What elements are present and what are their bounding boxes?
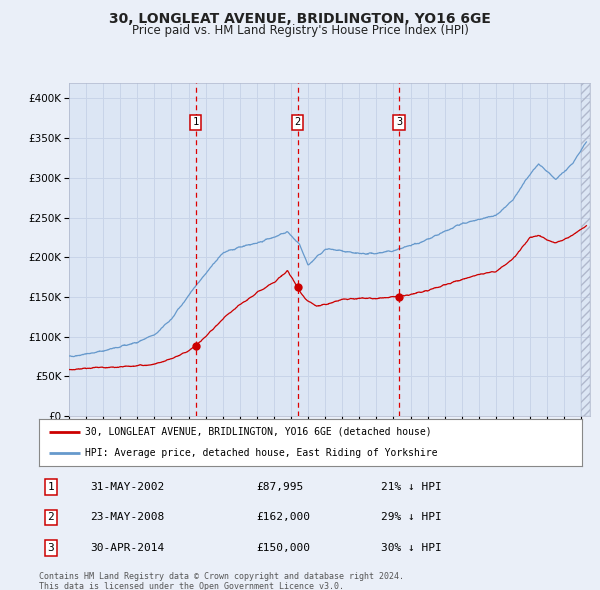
Text: 3: 3 [47, 543, 55, 553]
Text: This data is licensed under the Open Government Licence v3.0.: This data is licensed under the Open Gov… [39, 582, 344, 590]
Text: 2: 2 [295, 117, 301, 127]
Text: 21% ↓ HPI: 21% ↓ HPI [381, 482, 442, 492]
Text: 3: 3 [396, 117, 402, 127]
Text: £150,000: £150,000 [256, 543, 310, 553]
Text: 1: 1 [47, 482, 55, 492]
Text: 31-MAY-2002: 31-MAY-2002 [91, 482, 165, 492]
Text: 29% ↓ HPI: 29% ↓ HPI [381, 513, 442, 522]
Text: £87,995: £87,995 [256, 482, 304, 492]
Text: 30, LONGLEAT AVENUE, BRIDLINGTON, YO16 6GE (detached house): 30, LONGLEAT AVENUE, BRIDLINGTON, YO16 6… [85, 427, 432, 437]
Text: 30% ↓ HPI: 30% ↓ HPI [381, 543, 442, 553]
Text: 30-APR-2014: 30-APR-2014 [91, 543, 165, 553]
Text: 30, LONGLEAT AVENUE, BRIDLINGTON, YO16 6GE: 30, LONGLEAT AVENUE, BRIDLINGTON, YO16 6… [109, 12, 491, 26]
Text: 23-MAY-2008: 23-MAY-2008 [91, 513, 165, 522]
Text: £162,000: £162,000 [256, 513, 310, 522]
Text: 2: 2 [47, 513, 55, 522]
Text: HPI: Average price, detached house, East Riding of Yorkshire: HPI: Average price, detached house, East… [85, 448, 437, 458]
Text: 1: 1 [193, 117, 199, 127]
Bar [581, 83, 590, 416]
Text: Price paid vs. HM Land Registry's House Price Index (HPI): Price paid vs. HM Land Registry's House … [131, 24, 469, 37]
Text: Contains HM Land Registry data © Crown copyright and database right 2024.: Contains HM Land Registry data © Crown c… [39, 572, 404, 581]
